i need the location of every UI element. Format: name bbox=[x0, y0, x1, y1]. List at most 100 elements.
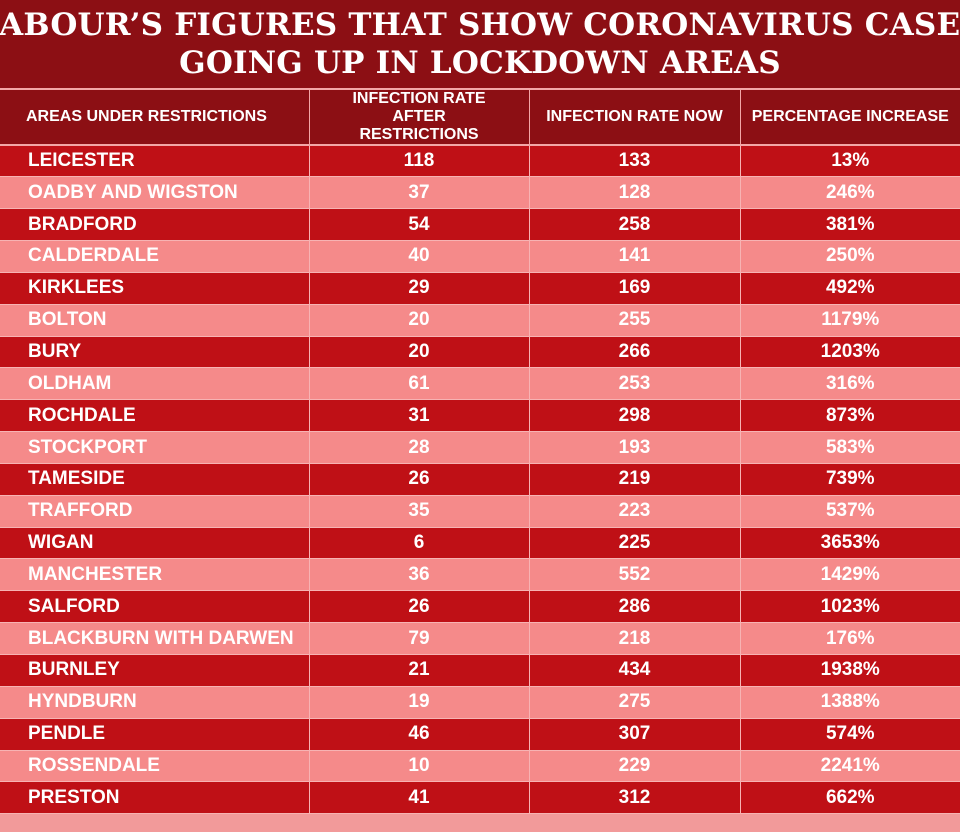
table-row: BURNLEY 21 434 1938% bbox=[0, 654, 960, 687]
table-body: LEICESTER 118 133 13% OADBY AND WIGSTON 37 128… bbox=[0, 145, 960, 815]
cell-percentage: 662% bbox=[739, 781, 960, 815]
cell-rate-after: 26 bbox=[308, 590, 530, 624]
cell-percentage: 574% bbox=[739, 718, 960, 751]
column-header-rate-now: INFECTION RATE NOW bbox=[528, 88, 741, 146]
table-row: TRAFFORD 35 223 537% bbox=[0, 495, 960, 528]
cell-area: STOCKPORT bbox=[0, 431, 310, 464]
cell-area: ROSSENDALE bbox=[0, 750, 310, 783]
cell-rate-now: 275 bbox=[528, 686, 741, 719]
cell-area: WIGAN bbox=[0, 527, 310, 560]
cell-rate-after: 28 bbox=[308, 431, 530, 464]
cell-rate-now: 298 bbox=[528, 399, 741, 433]
cell-area: HYNDBURN bbox=[0, 686, 310, 719]
cell-rate-now: 286 bbox=[528, 590, 741, 624]
table-row: STOCKPORT 28 193 583% bbox=[0, 431, 960, 464]
cell-area: TAMESIDE bbox=[0, 463, 310, 496]
cell-rate-now: 258 bbox=[528, 208, 741, 242]
cell-rate-after: 20 bbox=[308, 336, 530, 369]
table-row: WIGAN 6 225 3653% bbox=[0, 527, 960, 560]
cell-percentage: 250% bbox=[739, 240, 960, 273]
cell-rate-after: 41 bbox=[308, 781, 530, 815]
cell-area: BURNLEY bbox=[0, 654, 310, 687]
column-header-area: AREAS UNDER RESTRICTIONS bbox=[0, 88, 310, 146]
cell-rate-after: 19 bbox=[308, 686, 530, 719]
cell-rate-after: 6 bbox=[308, 527, 530, 560]
cell-rate-now: 434 bbox=[528, 654, 741, 687]
cell-area: BOLTON bbox=[0, 304, 310, 337]
table-row: PRESTON 41 312 662% bbox=[0, 781, 960, 815]
cell-area: MANCHESTER bbox=[0, 558, 310, 592]
cell-area: TRAFFORD bbox=[0, 495, 310, 528]
table-row: PENDLE 46 307 574% bbox=[0, 718, 960, 751]
cell-rate-now: 266 bbox=[528, 336, 741, 369]
cell-rate-after: 36 bbox=[308, 558, 530, 592]
cell-area: OADBY AND WIGSTON bbox=[0, 176, 310, 210]
cell-percentage: 13% bbox=[739, 145, 960, 178]
table-row: TAMESIDE 26 219 739% bbox=[0, 463, 960, 496]
cell-rate-now: 219 bbox=[528, 463, 741, 496]
cell-rate-after: 21 bbox=[308, 654, 530, 687]
cell-area: BURY bbox=[0, 336, 310, 369]
cell-area: ROCHDALE bbox=[0, 399, 310, 433]
table-row: MANCHESTER 36 552 1429% bbox=[0, 558, 960, 592]
table-row: CALDERDALE 40 141 250% bbox=[0, 240, 960, 273]
table-row: OADBY AND WIGSTON 37 128 246% bbox=[0, 176, 960, 210]
cell-percentage: 1179% bbox=[739, 304, 960, 337]
cell-percentage: 492% bbox=[739, 272, 960, 305]
cell-area: LEICESTER bbox=[0, 145, 310, 178]
cell-rate-now: 133 bbox=[528, 145, 741, 178]
table-row: BOLTON 20 255 1179% bbox=[0, 304, 960, 337]
header-row: AREAS UNDER RESTRICTIONS INFECTION RATE … bbox=[0, 88, 960, 146]
table-row: KIRKLEES 29 169 492% bbox=[0, 272, 960, 305]
title-line-2: GOING UP IN LOCKDOWN AREAS bbox=[179, 45, 781, 81]
table-row: ROSSENDALE 10 229 2241% bbox=[0, 750, 960, 783]
cell-area: BLACKBURN WITH DARWEN bbox=[0, 622, 310, 655]
cell-percentage: 246% bbox=[739, 176, 960, 210]
table-row: OLDHAM 61 253 316% bbox=[0, 367, 960, 401]
table-row: LEICESTER 118 133 13% bbox=[0, 145, 960, 178]
cell-percentage: 1429% bbox=[739, 558, 960, 592]
cell-rate-now: 307 bbox=[528, 718, 741, 751]
cell-rate-now: 225 bbox=[528, 527, 741, 560]
cell-percentage: 537% bbox=[739, 495, 960, 528]
cell-rate-after: 26 bbox=[308, 463, 530, 496]
cell-rate-now: 223 bbox=[528, 495, 741, 528]
cell-rate-now: 312 bbox=[528, 781, 741, 815]
table-row: HYNDBURN 19 275 1388% bbox=[0, 686, 960, 719]
table-row: ROCHDALE 31 298 873% bbox=[0, 399, 960, 433]
cell-area: KIRKLEES bbox=[0, 272, 310, 305]
bottom-band bbox=[0, 814, 960, 832]
cell-area: SALFORD bbox=[0, 590, 310, 624]
cell-rate-after: 54 bbox=[308, 208, 530, 242]
cell-area: OLDHAM bbox=[0, 367, 310, 401]
cell-percentage: 739% bbox=[739, 463, 960, 496]
cell-rate-after: 35 bbox=[308, 495, 530, 528]
cell-area: CALDERDALE bbox=[0, 240, 310, 273]
cell-rate-now: 229 bbox=[528, 750, 741, 783]
cell-rate-after: 79 bbox=[308, 622, 530, 655]
cell-rate-now: 141 bbox=[528, 240, 741, 273]
cell-rate-after: 10 bbox=[308, 750, 530, 783]
cell-rate-now: 552 bbox=[528, 558, 741, 592]
cell-area: PRESTON bbox=[0, 781, 310, 815]
cell-rate-now: 253 bbox=[528, 367, 741, 401]
cell-rate-after: 31 bbox=[308, 399, 530, 433]
title-line-1: LABOUR’S FIGURES THAT SHOW CORONAVIRUS C… bbox=[0, 7, 960, 43]
cell-rate-now: 193 bbox=[528, 431, 741, 464]
column-header-rate-after-text: INFECTION RATE AFTER RESTRICTIONS bbox=[352, 90, 486, 143]
cell-rate-now: 128 bbox=[528, 176, 741, 210]
cell-rate-after: 118 bbox=[308, 145, 530, 178]
cell-rate-after: 46 bbox=[308, 718, 530, 751]
cell-percentage: 1203% bbox=[739, 336, 960, 369]
cell-percentage: 1938% bbox=[739, 654, 960, 687]
data-table: AREAS UNDER RESTRICTIONS INFECTION RATE … bbox=[0, 88, 960, 815]
cell-area: PENDLE bbox=[0, 718, 310, 751]
cell-percentage: 1023% bbox=[739, 590, 960, 624]
table-row: BLACKBURN WITH DARWEN 79 218 176% bbox=[0, 622, 960, 655]
table-row: BURY 20 266 1203% bbox=[0, 336, 960, 369]
cell-rate-after: 40 bbox=[308, 240, 530, 273]
title-banner: LABOUR’S FIGURES THAT SHOW CORONAVIRUS C… bbox=[0, 0, 960, 88]
cell-percentage: 873% bbox=[739, 399, 960, 433]
cell-rate-after: 29 bbox=[308, 272, 530, 305]
cell-rate-now: 169 bbox=[528, 272, 741, 305]
